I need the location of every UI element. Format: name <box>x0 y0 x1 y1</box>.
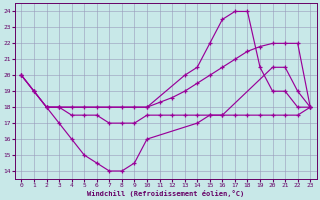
X-axis label: Windchill (Refroidissement éolien,°C): Windchill (Refroidissement éolien,°C) <box>87 190 244 197</box>
